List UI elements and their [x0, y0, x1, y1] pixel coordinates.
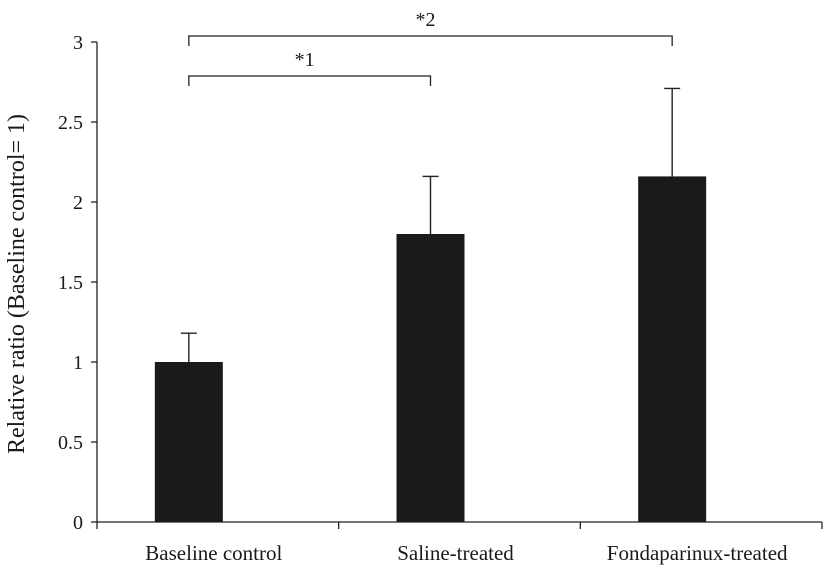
significance-brackets: [188, 35, 673, 86]
y-tick-label: 1: [73, 352, 83, 374]
y-tick-label: 0: [73, 512, 83, 534]
labels: 0 0.5 1 1.5 2 2.5 3 Baseline control Saline-trea…: [58, 9, 788, 565]
significance-bracket: [188, 75, 432, 86]
y-tick-label: 1.5: [58, 272, 83, 294]
bar: [638, 176, 707, 522]
bar: [396, 234, 465, 522]
x-category-label: Fondaparinux-treated: [607, 541, 788, 565]
bar: [154, 362, 223, 522]
x-category-label: Saline-treated: [397, 541, 514, 565]
y-tick-label: 0.5: [58, 432, 83, 454]
error-bars: [180, 87, 681, 362]
significance-label: *1: [295, 49, 315, 71]
y-tick-label: 3: [73, 32, 83, 54]
y-tick-label: 2.5: [58, 112, 83, 134]
significance-label: *2: [416, 9, 436, 31]
x-category-label: Baseline control: [145, 541, 282, 565]
y-axis-title: Relative ratio (Baseline control= 1): [4, 114, 30, 454]
bars: [154, 176, 707, 522]
significance-bracket: [188, 35, 673, 46]
y-tick-label: 2: [73, 192, 83, 214]
